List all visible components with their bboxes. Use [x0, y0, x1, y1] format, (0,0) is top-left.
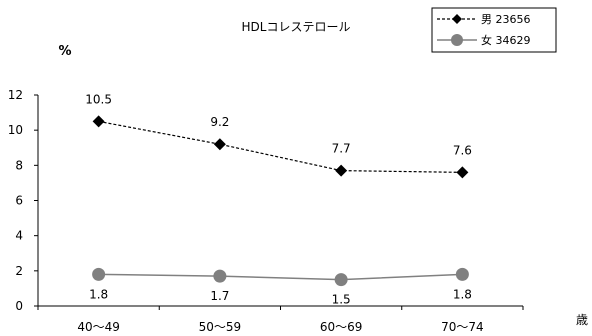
plot-area: 0 2 4 6 8 10 12 40～49 50～59 60～69 70～74 10.5 9.2 7.7 7…	[8, 88, 524, 334]
data-label-male: 7.7	[332, 142, 351, 156]
y-tick-label: 10	[8, 123, 23, 137]
y-tick-label: 8	[15, 158, 23, 172]
data-label-female: 1.8	[453, 287, 472, 301]
data-point-female	[334, 273, 348, 287]
series-line-female	[98, 273, 463, 281]
x-tick-label: 40～49	[77, 320, 120, 334]
data-point-female	[455, 267, 469, 281]
data-point-male	[335, 164, 348, 177]
y-tick-label: 12	[8, 88, 23, 102]
chart-title: HDLコレステロール	[242, 20, 351, 34]
legend-box	[431, 7, 557, 53]
x-tick-label: 50～59	[199, 320, 242, 334]
y-tick-label: 4	[15, 229, 23, 243]
data-point-female	[213, 269, 227, 283]
data-label-male: 9.2	[210, 115, 229, 129]
data-point-male	[213, 138, 226, 151]
y-tick-label: 6	[15, 194, 23, 208]
data-label-male: 7.6	[453, 143, 472, 157]
data-point-female	[92, 267, 106, 281]
data-point-male	[456, 166, 469, 179]
series-line-male	[98, 120, 463, 173]
legend-label-male: 男 23656	[481, 13, 531, 26]
data-label-female: 1.5	[332, 293, 351, 307]
y-axis-label: %	[58, 44, 71, 59]
legend-label-female: 女 34629	[481, 33, 531, 47]
legend-marker-male	[452, 14, 462, 24]
legend-entry-female: 女 34629	[437, 33, 531, 47]
x-tick-label: 70～74	[441, 320, 484, 334]
legend-entry-male: 男 23656	[437, 13, 531, 26]
y-tick-label: 2	[15, 264, 23, 278]
legend-marker-female	[451, 34, 463, 46]
data-label-female: 1.8	[89, 287, 108, 301]
x-axis-label: 歳	[576, 313, 588, 327]
x-tick-label: 60～69	[320, 320, 363, 334]
y-tick-label: 0	[15, 299, 23, 313]
data-label-female: 1.7	[210, 289, 229, 303]
data-point-male	[92, 115, 105, 128]
legend: 男 23656 女 34629	[431, 7, 557, 53]
data-label-male: 10.5	[85, 92, 112, 106]
